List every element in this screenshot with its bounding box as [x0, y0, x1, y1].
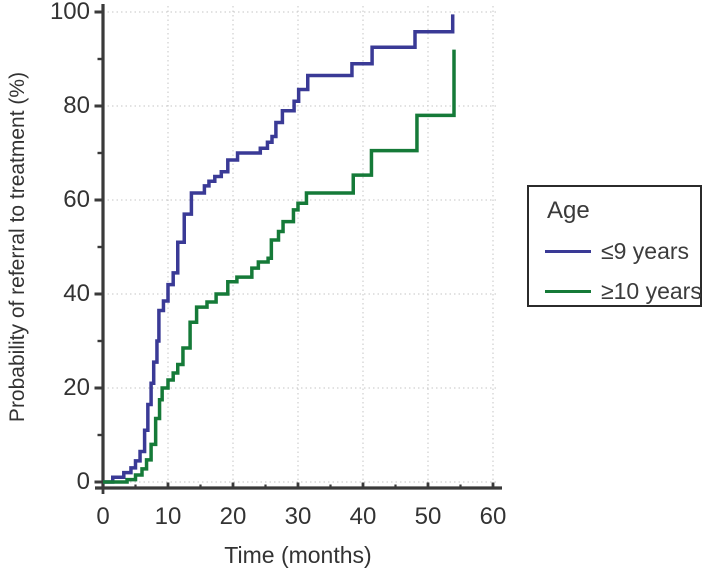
y-tick-label: 60	[63, 186, 90, 213]
x-tick-label: 50	[414, 503, 442, 530]
y-tick-label: 80	[63, 92, 90, 119]
legend-label: ≤9 years	[601, 238, 690, 264]
y-tick-label: 20	[63, 374, 90, 401]
x-tick-label: 20	[219, 503, 247, 530]
legend-title: Age	[547, 197, 590, 224]
legend-label: ≥10 years	[601, 278, 702, 304]
series-curve-0	[103, 14, 455, 484]
x-tick-label: 10	[154, 503, 182, 530]
data-series	[103, 14, 456, 484]
x-tick-label: 30	[284, 503, 312, 530]
legend-entry: ≥10 years	[545, 278, 702, 305]
legend-line-swatch-under9	[545, 249, 591, 254]
gridlines	[103, 6, 497, 483]
y-tick-label: 40	[63, 280, 90, 307]
x-tick-label: 40	[349, 503, 377, 530]
y-axis-title: Probability of referral to treatment (%)	[6, 72, 29, 422]
y-tick-label: 0	[76, 468, 90, 495]
series-curve-1	[103, 49, 456, 484]
x-tick-label: 0	[96, 503, 110, 530]
axes	[94, 4, 502, 494]
x-axis-title: Time (months)	[224, 542, 371, 568]
legend-box: Age ≤9 years ≥10 years	[527, 185, 702, 307]
y-tick-label: 100	[49, 0, 90, 25]
legend-line-swatch-over10	[545, 289, 591, 294]
x-tick-label: 60	[479, 503, 507, 530]
legend-entry: ≤9 years	[545, 238, 700, 265]
